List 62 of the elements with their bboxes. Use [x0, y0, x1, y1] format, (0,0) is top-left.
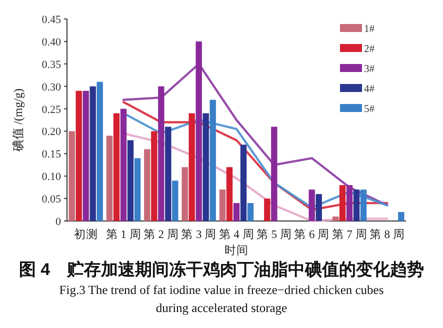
bar	[398, 212, 404, 221]
bar	[196, 41, 202, 221]
bar	[158, 86, 164, 221]
x-tick-label: 第 3 周	[181, 228, 217, 241]
x-tick-label: 第 4 周	[218, 228, 254, 241]
y-tick-label: 0.15	[42, 148, 62, 161]
y-axis-title: 碘值 /(mg/g)	[11, 88, 25, 152]
x-tick-label: 第 2 周	[143, 228, 179, 241]
x-axis-title: 时间	[224, 244, 248, 257]
y-tick-label: 0.45	[42, 14, 62, 26]
line-series	[122, 62, 388, 206]
bar	[151, 131, 158, 221]
x-tick-label: 第 7 周	[332, 228, 368, 241]
y-tick-label: 0.30	[42, 81, 62, 94]
bar	[144, 149, 150, 221]
text: Fig.3 The trend of fat iodine value in freeze−dried chicken cubes during accelerated storage	[59, 283, 384, 315]
bar	[233, 203, 240, 221]
x-tick-label: 第 8 周	[369, 228, 405, 241]
y-tick-label: 0.25	[42, 104, 62, 116]
bar	[120, 108, 127, 221]
legend-label: 3#	[364, 64, 376, 75]
bar	[68, 131, 75, 221]
y-tick-label: 0.10	[42, 171, 62, 184]
bar	[226, 167, 233, 221]
legend-label: 4#	[364, 84, 376, 95]
legend-label: 2#	[364, 44, 376, 55]
bar	[271, 126, 278, 221]
text: 图 4 贮存加速期间冻干鸡肉丁油脂中碘值的变化趋势	[18, 260, 424, 279]
bar	[332, 216, 339, 221]
y-tick-label: 0.20	[42, 126, 62, 138]
bar	[210, 100, 216, 221]
bar	[76, 90, 82, 221]
bar	[182, 167, 188, 221]
x-tick-label: 第 5 周	[256, 228, 292, 241]
y-tick-label: 0	[56, 216, 62, 228]
bar	[127, 140, 134, 221]
y-tick-label: 0.05	[42, 194, 62, 206]
bar	[106, 136, 113, 221]
bar	[82, 90, 89, 221]
x-tick-label: 第 1 周	[106, 228, 142, 241]
bar	[240, 144, 247, 221]
bar	[308, 190, 315, 221]
y-tick-label: 0.35	[42, 58, 62, 71]
bar	[96, 82, 103, 221]
bar	[360, 190, 367, 221]
bar	[247, 203, 254, 221]
y-tick-label: 0.40	[42, 36, 62, 48]
legend-label: 1#	[364, 24, 376, 35]
bar	[219, 190, 226, 221]
bar	[346, 185, 353, 221]
bar	[165, 126, 172, 221]
bar	[316, 194, 322, 221]
x-tick-label: 初测	[74, 227, 98, 241]
bar	[113, 113, 120, 221]
legend-label: 5#	[364, 104, 376, 115]
bar	[134, 158, 141, 221]
bar	[202, 113, 209, 221]
bar	[90, 86, 96, 221]
x-tick-label: 第 6 周	[294, 228, 330, 241]
bar	[264, 198, 270, 221]
bar	[353, 190, 360, 221]
bar	[172, 180, 178, 221]
